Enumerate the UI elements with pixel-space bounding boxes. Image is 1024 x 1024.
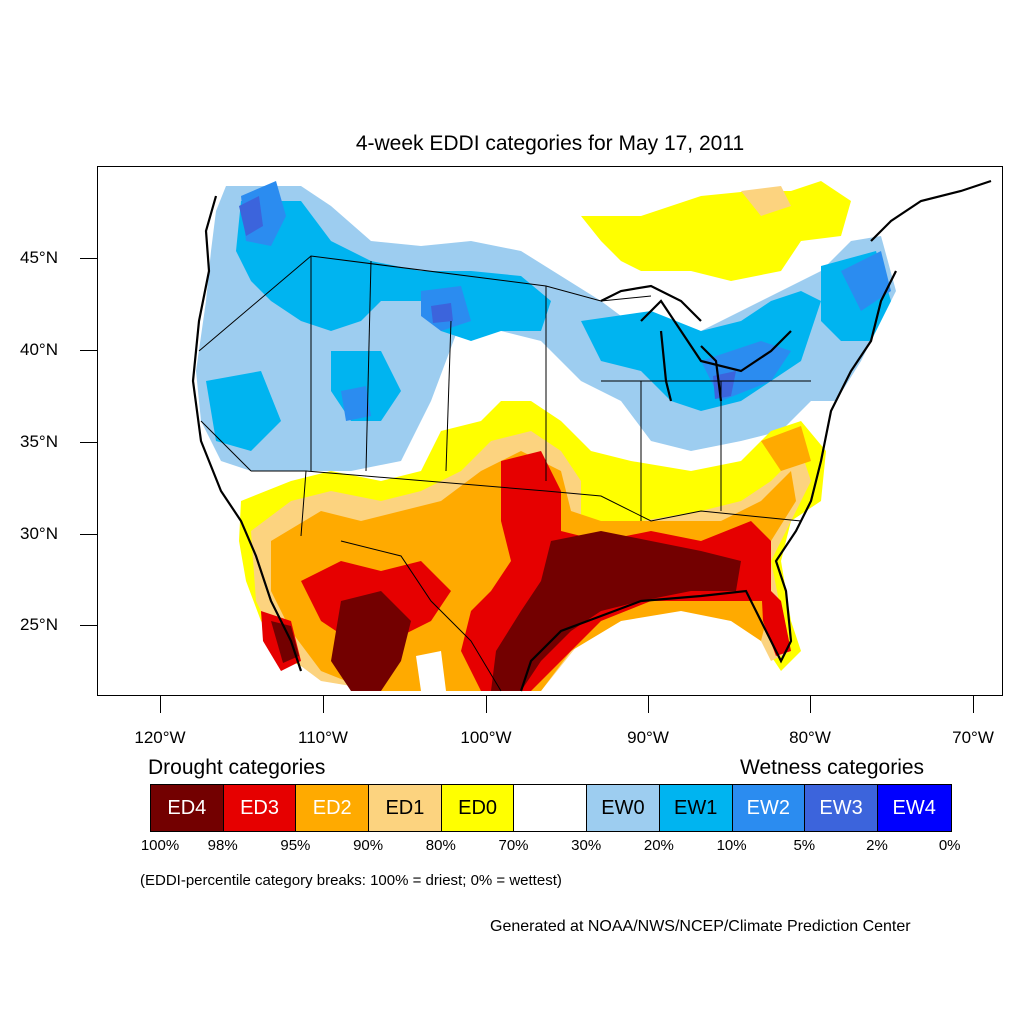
ew4-region [239, 196, 736, 399]
percent-break-label: 30% [571, 837, 602, 854]
percent-break-label: 95% [280, 837, 311, 854]
percent-break-label: 20% [643, 837, 674, 854]
lat-label-45n: 45°N [20, 248, 58, 267]
percent-break-label: 10% [716, 837, 747, 854]
lon-label-110w: 110°W [298, 728, 348, 747]
canada-ed0-region [581, 181, 851, 281]
lat-tick [80, 442, 97, 443]
percent-break-label: 98% [207, 837, 238, 854]
percent-break-label: 0% [938, 837, 961, 854]
percent-break-label: 90% [353, 837, 384, 854]
map-canvas [191, 179, 992, 692]
lon-label-90w: 90°W [627, 728, 669, 747]
lon-tick [323, 696, 324, 713]
eddi-map [97, 166, 1003, 696]
legend-cell-ed2: ED2 [296, 785, 370, 831]
legend-cell-neutral [514, 785, 588, 831]
lon-tick [810, 696, 811, 713]
category-breaks-note: (EDDI-percentile category breaks: 100% =… [140, 872, 562, 889]
credit-line: Generated at NOAA/NWS/NCEP/Climate Predi… [490, 918, 911, 935]
lon-tick [973, 696, 974, 713]
lon-tick [648, 696, 649, 713]
lon-tick [160, 696, 161, 713]
lon-label-100w: 100°W [460, 728, 512, 747]
legend-cell-ew1: EW1 [659, 785, 733, 831]
lat-tick [80, 625, 97, 626]
legend-cell-ed0: ED0 [441, 785, 515, 831]
canada-ed1-spot [741, 186, 791, 216]
percent-break-label: 100% [140, 837, 180, 854]
neutral-spot [416, 651, 446, 691]
lon-tick [486, 696, 487, 713]
wetness-categories-heading: Wetness categories [740, 756, 925, 779]
legend-cell-ew0: EW0 [587, 785, 660, 831]
percent-break-label: 80% [425, 837, 456, 854]
lon-label-70w: 70°W [952, 728, 994, 747]
legend-colorbar: ED4 ED3 ED2 ED1 ED0 EW0 EW1 EW2 EW3 EW4 [150, 784, 952, 832]
lat-tick [80, 258, 97, 259]
lon-label-80w: 80°W [789, 728, 831, 747]
lat-tick [80, 534, 97, 535]
map-title: 4-week EDDI categories for May 17, 2011 [355, 132, 745, 155]
ed4-region [271, 531, 741, 691]
percent-break-label: 5% [793, 837, 816, 854]
legend-cell-ew4: EW4 [877, 785, 951, 831]
lon-label-120w: 120°W [134, 728, 186, 747]
legend-cell-ed3: ED3 [223, 785, 297, 831]
boundaries [198, 255, 811, 692]
lat-label-30n: 30°N [20, 524, 58, 543]
lat-label-35n: 35°N [20, 432, 58, 451]
legend-cell-ew2: EW2 [732, 785, 806, 831]
lat-label-40n: 40°N [20, 340, 58, 359]
lat-label-25n: 25°N [20, 615, 58, 634]
legend-cell-ed1: ED1 [369, 785, 442, 831]
percent-break-label: 2% [866, 837, 888, 854]
percent-break-label: 70% [498, 837, 529, 854]
coastlines [191, 179, 992, 692]
lat-tick [80, 350, 97, 351]
legend-cell-ew3: EW3 [805, 785, 878, 831]
legend-cell-ed4: ED4 [151, 785, 224, 831]
drought-categories-heading: Drought categories [148, 756, 326, 779]
